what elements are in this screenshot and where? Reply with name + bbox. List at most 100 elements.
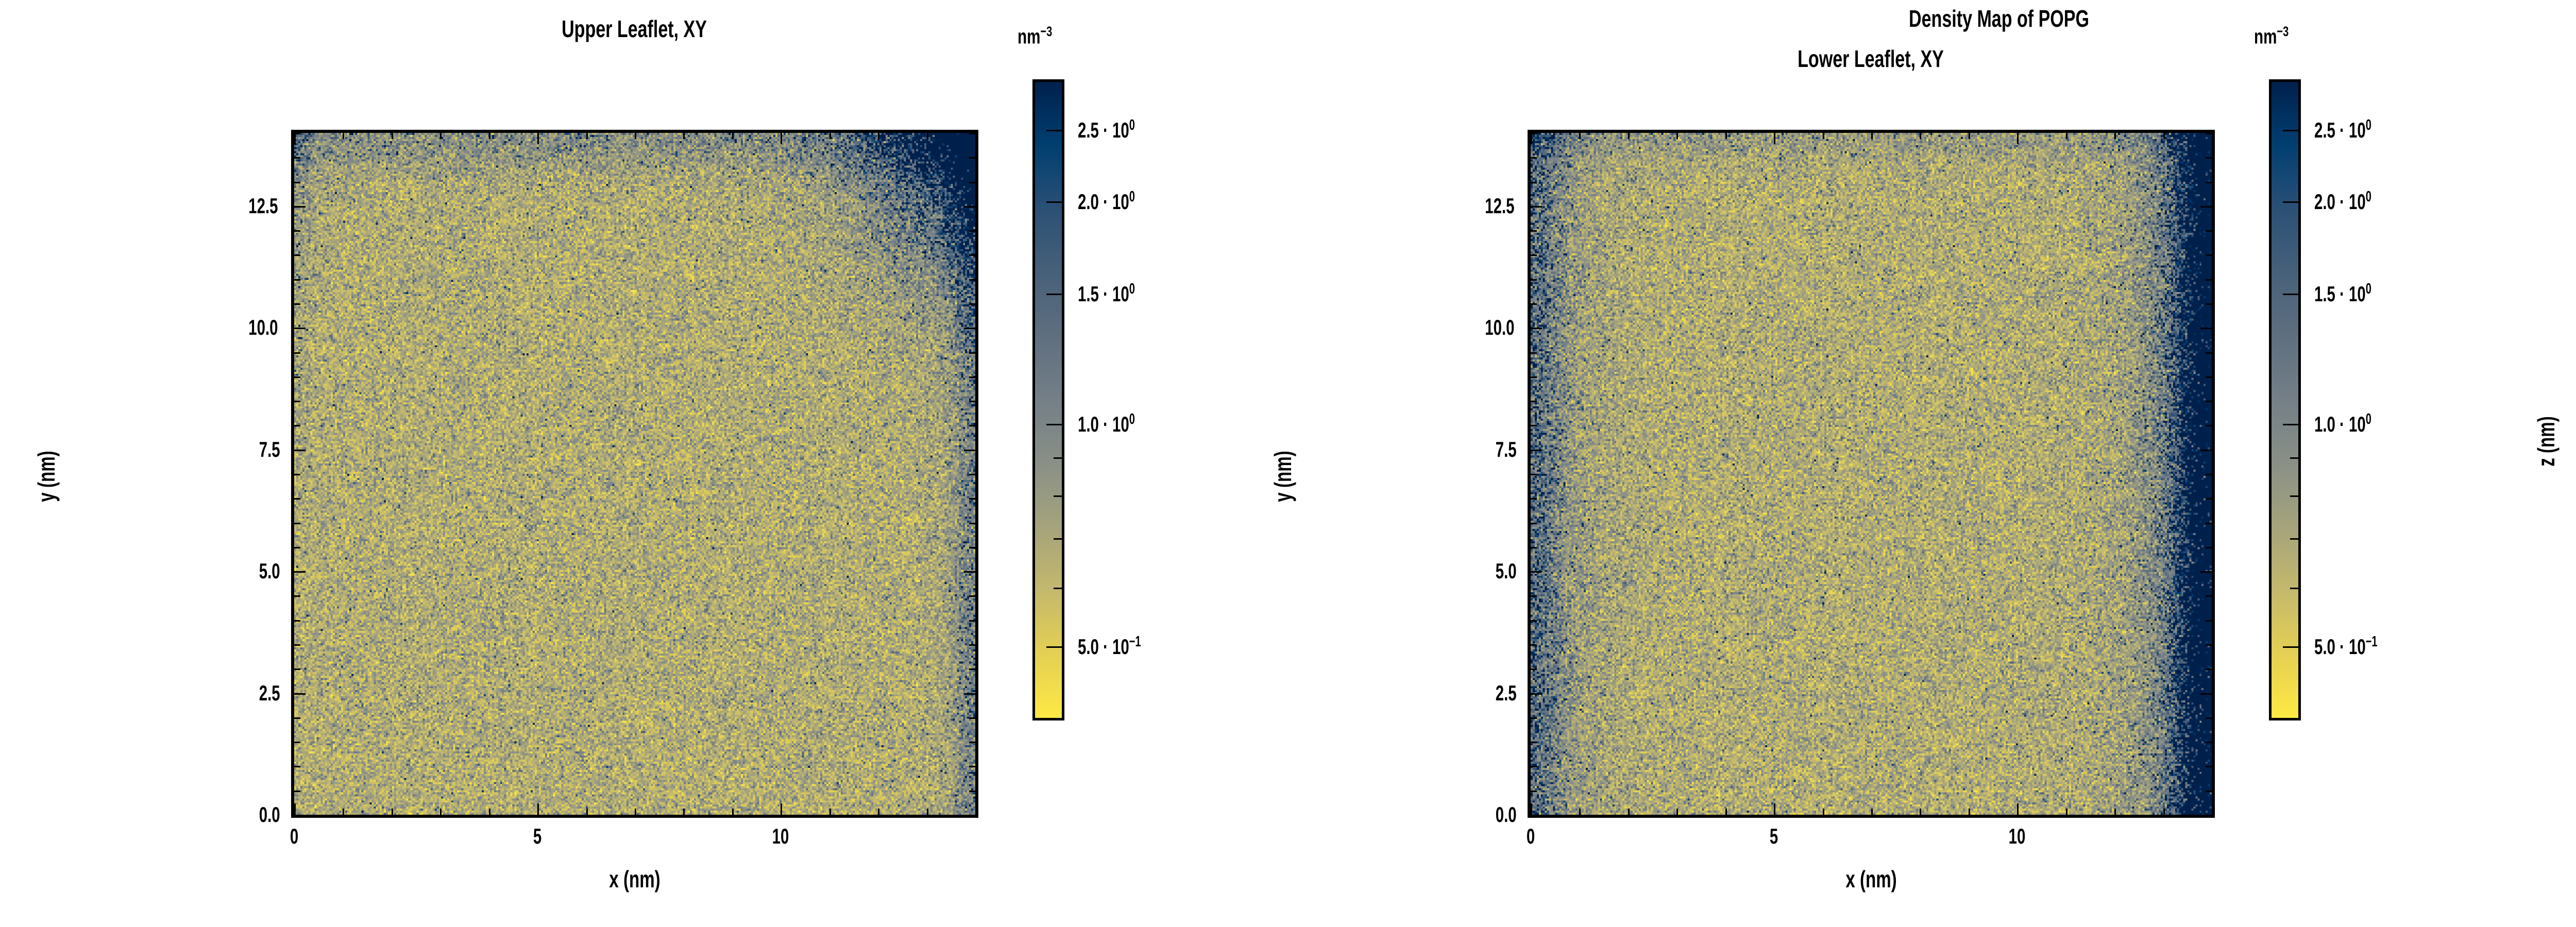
ytick-major — [964, 205, 975, 208]
ytick-minor — [294, 303, 300, 305]
panel-transversal-view: Transversal View, YZ 0.02.55.07.510.012.… — [2473, 0, 2576, 927]
ytick-minor — [1531, 181, 1537, 183]
panel1-colorbar[interactable] — [1032, 79, 1064, 720]
xtick-minor — [1871, 809, 1873, 815]
xtick-minor — [975, 133, 977, 139]
xtick-minor — [488, 133, 490, 139]
xtick-minor — [2114, 133, 2116, 139]
ytick-minor — [294, 595, 300, 597]
ytick-minor — [2206, 157, 2212, 159]
ytick-minor — [294, 133, 300, 134]
ytick-minor — [969, 742, 975, 744]
xtick-major — [781, 803, 783, 815]
panel1-ticks — [294, 133, 975, 815]
ytick-minor — [2206, 620, 2212, 622]
ytick-minor — [969, 522, 975, 524]
xtick-minor — [732, 809, 734, 815]
ytick-minor — [294, 254, 300, 256]
colorbar-tick-minor — [2290, 588, 2298, 590]
ytick-major — [2200, 328, 2212, 330]
xtick-major — [2017, 133, 2019, 144]
colorbar-tick-major — [1046, 201, 1062, 203]
ytick-minor — [969, 425, 975, 427]
ytick-minor — [969, 279, 975, 281]
xtick-major — [537, 803, 539, 815]
ytick-minor — [1531, 815, 1537, 816]
xtick-major — [781, 133, 783, 144]
colorbar-tick-minor — [1054, 538, 1062, 540]
colorbar-tick-minor — [1054, 588, 1062, 590]
ytick-minor — [1531, 546, 1537, 548]
ytick-minor — [1531, 620, 1537, 622]
ytick-minor — [294, 668, 300, 671]
ytick-minor — [1531, 254, 1537, 256]
ytick-minor — [969, 717, 975, 719]
ytick-minor — [969, 181, 975, 183]
colorbar-tick-major — [2283, 293, 2298, 295]
panel2-colorbar[interactable] — [2269, 79, 2301, 720]
xtick-major — [294, 803, 296, 815]
ytick-major — [294, 328, 306, 330]
ytick-minor — [969, 474, 975, 475]
ytick-minor — [294, 766, 300, 768]
ytick-minor — [2206, 644, 2212, 646]
colorbar-tick-minor — [1054, 495, 1062, 497]
panel-yticklabel: 2.5 — [1495, 680, 1517, 705]
ytick-major — [964, 571, 975, 573]
panel-lower-leaflet: Lower Leaflet, XY 0 5 10 0.0 2.5 5.0 7.5 10.0 1… — [1236, 0, 2473, 927]
panel1-plot-area[interactable] — [291, 130, 978, 818]
panel-upper-leaflet: Upper Leaflet, XY 0 5 10 0.0 2.5 5.0 7.5 10.0 1… — [0, 0, 1236, 927]
ytick-minor — [2206, 181, 2212, 183]
xtick-minor — [635, 809, 636, 815]
colorbar-ticklabel: 1.5 · 100 — [2314, 280, 2371, 306]
xtick-minor — [343, 133, 345, 139]
xtick-minor — [1822, 809, 1824, 815]
ytick-minor — [1531, 522, 1537, 524]
colorbar-tick-major — [1046, 423, 1062, 425]
ytick-minor — [2206, 279, 2212, 281]
ytick-minor — [294, 522, 300, 524]
panel2-title: Lower Leaflet, XY — [1798, 45, 1944, 72]
ytick-minor — [969, 644, 975, 646]
xtick-major — [1774, 133, 1776, 144]
panel2-plot-area[interactable] — [1528, 130, 2215, 818]
panel-xticklabel: 5 — [1769, 824, 1778, 848]
ytick-minor — [2206, 254, 2212, 256]
ytick-minor — [1531, 644, 1537, 646]
ytick-minor — [1531, 425, 1537, 427]
ytick-minor — [1531, 790, 1537, 792]
colorbar-ticklabel: 1.0 · 100 — [2314, 410, 2371, 436]
xtick-minor — [2212, 809, 2213, 815]
ytick-minor — [2206, 790, 2212, 792]
ytick-minor — [969, 303, 975, 305]
ytick-major — [1531, 815, 1542, 816]
ytick-minor — [1531, 595, 1537, 597]
panel2-colorbar-unit: nm−3 — [2254, 23, 2289, 48]
xtick-major — [1774, 803, 1776, 815]
xtick-minor — [1968, 133, 1970, 139]
ytick-major — [1531, 571, 1542, 573]
xtick-minor — [635, 133, 636, 139]
ytick-major — [294, 571, 306, 573]
colorbar-ticklabel: 2.5 · 100 — [1078, 116, 1135, 142]
panel1-title: Upper Leaflet, XY — [562, 15, 707, 42]
xtick-minor — [586, 133, 588, 139]
xtick-minor — [391, 809, 393, 815]
ytick-major — [294, 693, 306, 695]
colorbar-ticklabel: 5.0 · 10−1 — [2314, 633, 2378, 659]
ytick-minor — [2206, 717, 2212, 719]
ytick-minor — [969, 790, 975, 792]
panel-xticklabel: 10 — [2008, 824, 2026, 848]
ytick-minor — [969, 620, 975, 622]
ytick-minor — [969, 230, 975, 232]
xtick-minor — [1871, 133, 1873, 139]
colorbar-tick-minor — [2290, 495, 2298, 497]
xtick-minor — [1579, 133, 1581, 139]
ytick-minor — [1531, 352, 1537, 354]
ytick-minor — [1531, 230, 1537, 232]
xtick-minor — [488, 809, 490, 815]
ytick-minor — [294, 279, 300, 281]
ytick-minor — [294, 644, 300, 646]
colorbar-tick-major — [1046, 129, 1062, 131]
